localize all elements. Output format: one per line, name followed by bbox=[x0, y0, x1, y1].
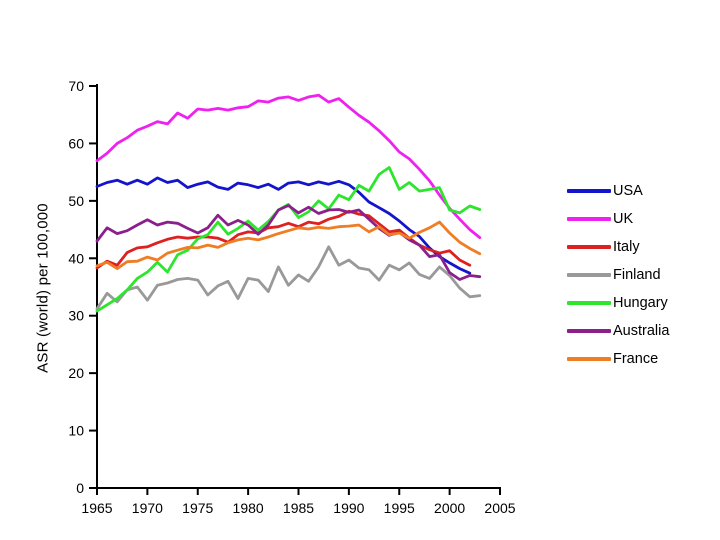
legend-label-usa: USA bbox=[613, 183, 643, 199]
y-tick-label: 50 bbox=[68, 193, 84, 209]
legend-label-hungary: Hungary bbox=[613, 295, 668, 311]
legend-label-australia: Australia bbox=[613, 323, 670, 339]
x-tick-label: 1975 bbox=[182, 500, 213, 516]
legend-swatch-usa bbox=[567, 189, 611, 193]
x-tick-label: 1995 bbox=[384, 500, 415, 516]
legend-item-australia: Australia bbox=[567, 317, 669, 345]
x-tick-label: 2005 bbox=[484, 500, 515, 516]
legend-item-usa: USA bbox=[567, 177, 669, 205]
x-tick-label: 1965 bbox=[81, 500, 112, 516]
legend-label-france: France bbox=[613, 351, 659, 367]
x-tick-label: 1990 bbox=[333, 500, 364, 516]
y-tick-label: 20 bbox=[68, 365, 84, 381]
legend: USA UK Italy Finland Hungary Australia F… bbox=[567, 177, 669, 373]
legend-swatch-finland bbox=[567, 273, 611, 277]
legend-item-uk: UK bbox=[567, 205, 669, 233]
legend-item-hungary: Hungary bbox=[567, 289, 669, 317]
y-tick-label: 30 bbox=[68, 308, 84, 324]
y-tick-label: 10 bbox=[68, 423, 84, 439]
y-axis-title: ASR (world) per 100,000 bbox=[34, 203, 52, 373]
x-tick-label: 1970 bbox=[132, 500, 163, 516]
legend-item-france: France bbox=[567, 345, 669, 373]
legend-item-finland: Finland bbox=[567, 261, 669, 289]
legend-swatch-hungary bbox=[567, 301, 611, 305]
y-tick-label: 40 bbox=[68, 250, 84, 266]
legend-item-italy: Italy bbox=[567, 233, 669, 261]
y-tick-label: 70 bbox=[68, 78, 84, 94]
series-line-finland bbox=[95, 245, 482, 311]
legend-swatch-italy bbox=[567, 245, 611, 249]
legend-swatch-france bbox=[567, 357, 611, 361]
legend-swatch-australia bbox=[567, 329, 611, 333]
series-line-usa bbox=[95, 176, 472, 275]
legend-label-uk: UK bbox=[613, 211, 634, 227]
x-tick-label: 1980 bbox=[233, 500, 264, 516]
x-tick-label: 2000 bbox=[434, 500, 465, 516]
y-tick-label: 0 bbox=[76, 480, 84, 496]
series-line-france bbox=[95, 220, 482, 271]
series-line-uk bbox=[95, 93, 482, 240]
x-tick-label: 1985 bbox=[283, 500, 314, 516]
series-line-australia bbox=[95, 204, 482, 281]
legend-label-finland: Finland bbox=[613, 267, 661, 283]
y-tick-label: 60 bbox=[68, 135, 84, 151]
legend-swatch-uk bbox=[567, 217, 611, 221]
legend-label-italy: Italy bbox=[613, 239, 640, 255]
